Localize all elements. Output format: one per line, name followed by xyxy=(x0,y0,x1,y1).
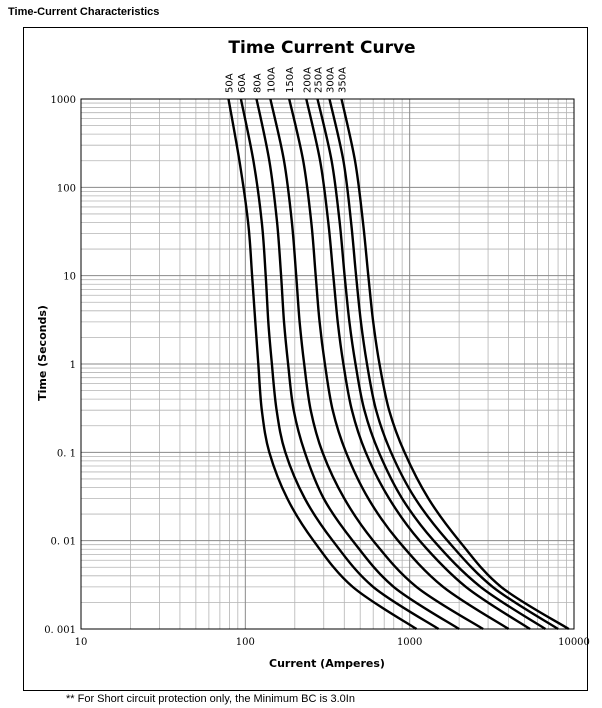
x-tick-label: 10000 xyxy=(558,637,590,648)
section-title: Time-Current Characteristics xyxy=(8,6,160,18)
curve-150a xyxy=(288,98,510,631)
series-label-50a: 50A xyxy=(225,73,236,93)
tick-labels: 10 100 1000 10000 0. 001 0. 01 0. 1 1 10 100 1000 xyxy=(44,95,590,648)
major-grid xyxy=(80,99,574,630)
x-tick-label: 10 xyxy=(75,637,88,648)
series-labels: 50A 60A 80A 100A 150A 200A 250A 300A 350A xyxy=(225,67,349,93)
x-axis-title: Current (Amperes) xyxy=(269,657,385,670)
curve-200a xyxy=(305,98,531,631)
y-tick-label: 100 xyxy=(57,183,76,194)
y-tick-label: 1 xyxy=(70,360,76,371)
y-tick-label: 0. 1 xyxy=(57,448,76,459)
x-tick-label: 1000 xyxy=(397,637,422,648)
curve-250a xyxy=(316,98,547,631)
series-label-350a: 350A xyxy=(338,67,349,93)
series-label-250a: 250A xyxy=(314,67,325,93)
series-label-300a: 300A xyxy=(325,67,336,93)
x-tick-label: 100 xyxy=(236,637,255,648)
y-tick-label: 10 xyxy=(63,272,76,283)
curve-80a xyxy=(255,98,460,631)
chart-frame xyxy=(23,27,588,691)
curve-100a xyxy=(269,98,484,631)
y-axis-title: Time (Seconds) xyxy=(36,305,49,401)
curve-350a xyxy=(340,98,570,631)
footnote: ** For Short circuit protection only, th… xyxy=(66,693,355,705)
series-label-100a: 100A xyxy=(266,67,277,93)
curve-50a xyxy=(227,98,418,631)
plot-border xyxy=(80,98,575,630)
curves xyxy=(227,98,570,631)
y-tick-label: 0. 001 xyxy=(44,625,76,636)
y-tick-label: 1000 xyxy=(51,95,76,106)
series-label-200a: 200A xyxy=(302,67,313,93)
curve-60a xyxy=(239,98,440,631)
series-label-150a: 150A xyxy=(285,67,296,93)
curve-300a xyxy=(328,98,559,631)
series-label-60a: 60A xyxy=(237,73,248,93)
series-label-80a: 80A xyxy=(253,73,264,93)
chart-title: Time Current Curve xyxy=(228,38,415,58)
y-tick-label: 0. 01 xyxy=(51,537,76,548)
